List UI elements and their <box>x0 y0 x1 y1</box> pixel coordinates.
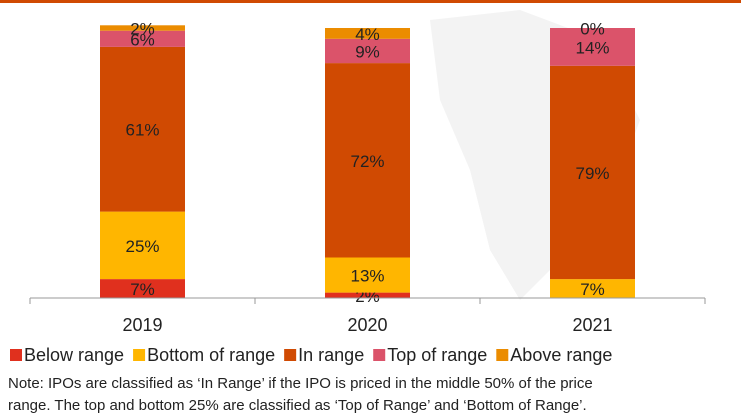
legend-label: Below range <box>24 345 124 365</box>
note-line: range. The top and bottom 25% are classi… <box>8 397 587 414</box>
x-tick-label: 2019 <box>122 315 162 335</box>
data-label: 72% <box>350 152 384 171</box>
legend-label: Above range <box>510 345 612 365</box>
legend-label: Top of range <box>387 345 487 365</box>
legend-swatch <box>10 349 22 361</box>
data-label: 14% <box>575 38 609 57</box>
legend-swatch <box>284 349 297 361</box>
data-label: 61% <box>125 121 159 140</box>
bar-segment <box>100 211 185 280</box>
bar-segment <box>100 25 185 31</box>
bar-segment <box>325 28 410 39</box>
data-label: 25% <box>125 237 159 256</box>
bar-segment <box>325 63 410 258</box>
legend-swatch <box>496 349 509 361</box>
data-label: 79% <box>575 164 609 183</box>
bar-segment <box>550 28 635 66</box>
bar-segment <box>550 279 635 298</box>
data-label: 7% <box>580 280 605 299</box>
bar-segment <box>100 46 185 212</box>
legend-swatch <box>133 349 146 361</box>
data-label: 0% <box>580 19 605 38</box>
x-tick-label: 2020 <box>347 315 387 335</box>
top-rule <box>0 0 741 3</box>
data-label: 6% <box>130 30 155 49</box>
data-label: 9% <box>355 42 380 61</box>
legend-label: Bottom of range <box>147 345 275 365</box>
legend-swatch <box>373 349 386 361</box>
bar-segment <box>100 279 185 298</box>
data-label: 13% <box>350 267 384 286</box>
x-tick-label: 2021 <box>572 315 612 335</box>
bar-segment <box>325 292 410 298</box>
bar-segment <box>550 65 635 280</box>
data-label: 2% <box>130 19 155 38</box>
bar-segment <box>100 30 185 47</box>
data-label: 4% <box>355 25 380 44</box>
legend-label: In range <box>298 345 364 365</box>
bar-segment <box>325 38 410 64</box>
data-label: 7% <box>130 280 155 299</box>
note-line: Note: IPOs are classified as ‘In Range’ … <box>8 375 593 392</box>
bar-segment <box>325 257 410 293</box>
